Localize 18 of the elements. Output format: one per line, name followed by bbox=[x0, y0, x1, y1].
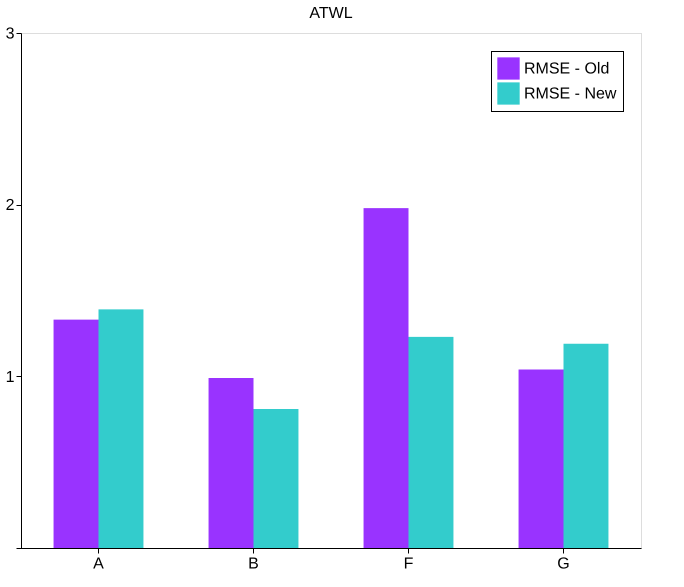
legend-label: RMSE - New bbox=[524, 86, 617, 102]
x-tick-label: A bbox=[93, 556, 104, 572]
y-tick-label: 2 bbox=[6, 197, 15, 214]
legend-label: RMSE - Old bbox=[524, 60, 610, 78]
y-tick-label: 1 bbox=[6, 368, 15, 386]
bar bbox=[54, 320, 98, 548]
x-tick-label: B bbox=[248, 556, 259, 572]
chart-title: ATWL bbox=[309, 5, 353, 22]
x-tick-label: G bbox=[557, 556, 570, 572]
bar bbox=[98, 309, 144, 548]
bar bbox=[518, 369, 564, 548]
bar bbox=[564, 344, 608, 548]
bar bbox=[254, 408, 298, 548]
x-tick-label: F bbox=[404, 556, 414, 572]
bar bbox=[208, 378, 254, 548]
bar bbox=[364, 208, 408, 548]
y-tick-label: 3 bbox=[6, 26, 15, 42]
bar bbox=[408, 336, 454, 548]
